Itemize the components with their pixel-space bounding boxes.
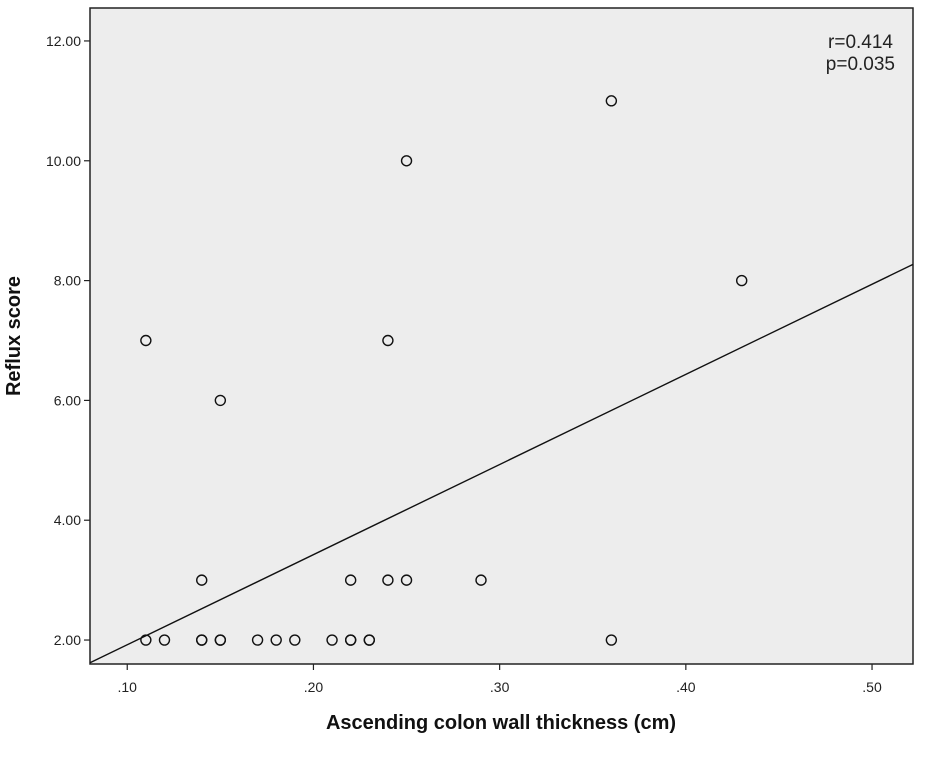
data-point — [140, 334, 152, 347]
data-point — [326, 634, 338, 646]
x-tick-label: .20 — [304, 679, 324, 695]
data-point — [363, 634, 375, 646]
data-point — [270, 634, 282, 646]
data-point — [344, 634, 357, 646]
data-point — [605, 95, 618, 107]
data-point — [382, 334, 394, 347]
data-point — [214, 394, 227, 407]
data-point — [735, 274, 748, 287]
x-axis: .10 .20 .30 .40 .50 — [118, 664, 882, 695]
y-tick-label: 8.00 — [54, 273, 81, 289]
y-tick-label: 6.00 — [54, 392, 81, 408]
data-point — [140, 634, 152, 646]
data-point — [289, 634, 301, 646]
y-tick-label: 12.00 — [46, 33, 81, 49]
data-point — [251, 634, 264, 646]
x-tick-label: .10 — [118, 679, 138, 695]
annotation-r: r=0.414 — [828, 32, 893, 53]
fit-line — [89, 263, 914, 664]
data-points — [140, 95, 748, 646]
annotation-p: p=0.035 — [826, 54, 895, 75]
data-point — [382, 574, 394, 586]
x-axis-title: Ascending colon wall thickness (cm) — [326, 712, 676, 734]
x-tick-label: .40 — [676, 679, 696, 695]
data-point — [475, 574, 487, 586]
data-point — [158, 634, 171, 646]
data-point — [196, 634, 208, 646]
data-point — [344, 574, 357, 586]
y-tick-label: 2.00 — [54, 632, 81, 648]
x-tick-label: .50 — [862, 679, 882, 695]
y-tick-label: 10.00 — [46, 153, 81, 169]
y-axis: 2.00 4.00 6.00 8.00 10.00 12.00 — [46, 33, 90, 648]
plot-area — [89, 7, 914, 665]
data-point — [400, 155, 413, 167]
data-point — [605, 634, 618, 646]
y-tick-label: 4.00 — [54, 512, 81, 528]
data-point — [400, 574, 413, 586]
data-point — [214, 634, 227, 646]
y-axis-title: Reflux score — [3, 276, 25, 396]
data-point — [196, 574, 208, 586]
x-tick-label: .30 — [490, 679, 510, 695]
